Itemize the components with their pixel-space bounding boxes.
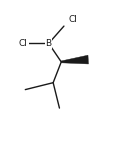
- Text: Cl: Cl: [19, 39, 28, 48]
- Text: Cl: Cl: [68, 15, 77, 24]
- Text: B: B: [45, 39, 51, 48]
- Polygon shape: [61, 55, 88, 64]
